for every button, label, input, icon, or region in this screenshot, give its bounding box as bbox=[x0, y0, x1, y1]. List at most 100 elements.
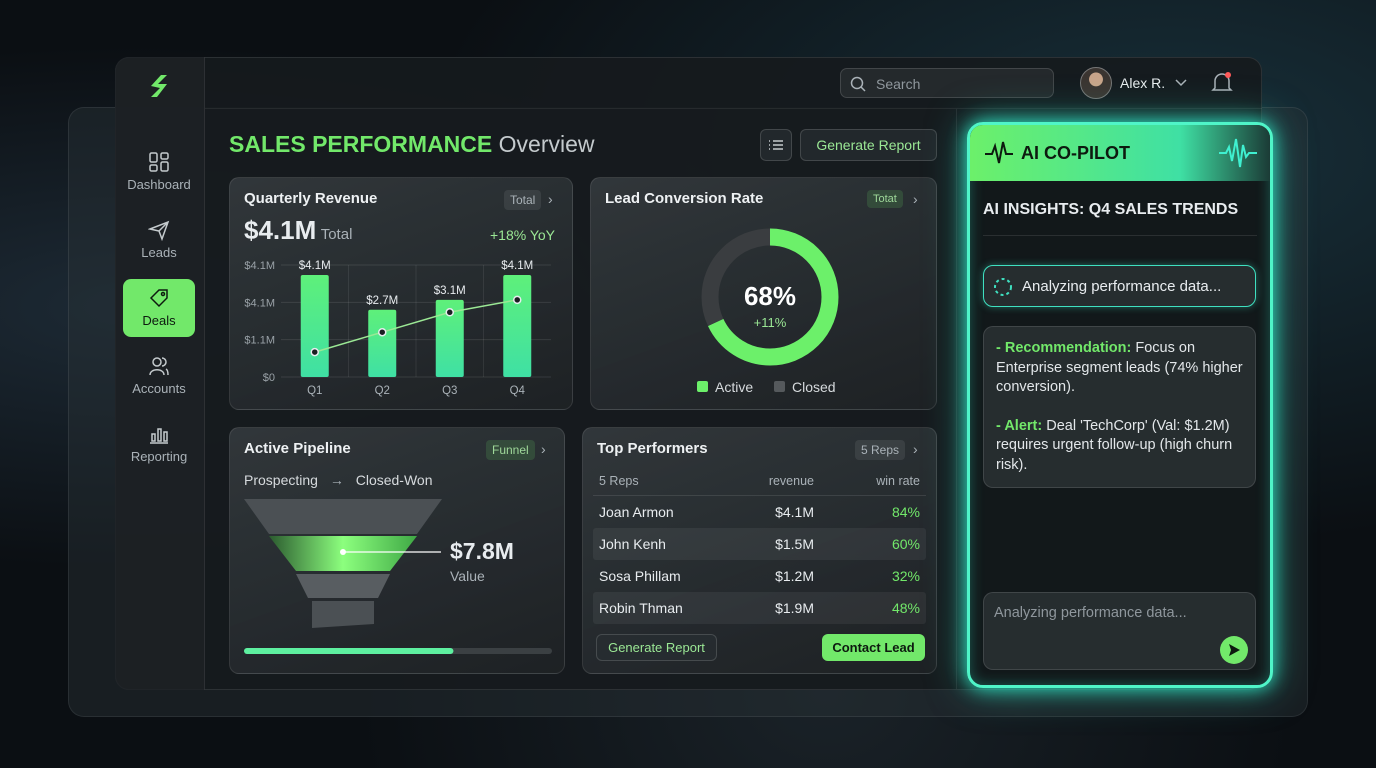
rep-name: Sosa Phillam bbox=[599, 568, 681, 584]
chat-input[interactable]: Analyzing performance data... bbox=[983, 592, 1256, 670]
contact-lead-button[interactable]: Contact Lead bbox=[822, 634, 925, 661]
column-header: 5 Reps bbox=[599, 474, 639, 488]
nav-label: Deals bbox=[142, 313, 176, 328]
legend-swatch bbox=[774, 381, 785, 392]
generate-report-button[interactable]: Generate Report bbox=[800, 129, 937, 161]
copilot-header: AI CO-PILOT bbox=[970, 125, 1270, 181]
insights-title: AI INSIGHTS: Q4 SALES TRENDS bbox=[983, 201, 1239, 218]
message-box: - Recommendation: Focus on Enterprise se… bbox=[983, 326, 1256, 488]
legend-label: Closed bbox=[792, 379, 836, 395]
pipeline-caption: Value bbox=[450, 568, 485, 584]
list-view-button[interactable] bbox=[760, 129, 792, 161]
table-row[interactable]: Robin Thman $1.9M 48% bbox=[593, 592, 926, 624]
page-title-rest: Overview bbox=[498, 131, 595, 157]
message: - Recommendation: Focus on Enterprise se… bbox=[996, 339, 1243, 398]
stage-arrow: → bbox=[329, 472, 344, 488]
message-text: Focus on Enterprise segment leads (74% h… bbox=[996, 340, 1243, 395]
trend-point bbox=[445, 308, 454, 317]
revenue-caption: Total bbox=[320, 226, 353, 243]
table-header: 5 Reps revenue win rate bbox=[593, 466, 926, 496]
column-header: revenue bbox=[768, 474, 814, 488]
message-label: - Alert: bbox=[996, 417, 1043, 434]
pipeline-stages: Prospecting → Closed-Won bbox=[244, 472, 433, 488]
rep-revenue: $1.2M bbox=[775, 568, 814, 584]
funnel bbox=[244, 499, 552, 654]
waveform-icon bbox=[1219, 138, 1257, 168]
bar bbox=[435, 299, 464, 377]
message-label: - Recommendation: bbox=[996, 340, 1132, 356]
trend-point bbox=[310, 347, 319, 357]
rep-win-rate: 84% bbox=[891, 504, 920, 520]
card-chevron[interactable]: › bbox=[913, 191, 918, 207]
x-tick-label: Q2 bbox=[375, 385, 390, 397]
separator bbox=[983, 235, 1257, 236]
revenue-value: $4.1M bbox=[244, 215, 317, 245]
x-tick-label: Q3 bbox=[442, 385, 457, 397]
x-tick-label: Q1 bbox=[307, 385, 322, 397]
trend-line bbox=[314, 299, 518, 353]
avatar[interactable] bbox=[1080, 67, 1112, 99]
card-chevron[interactable]: › bbox=[913, 441, 918, 457]
donut-center-value: 68% bbox=[744, 281, 796, 311]
nav-item[interactable]: Accounts bbox=[123, 347, 195, 405]
table-row[interactable]: John Kenh $1.5M 60% bbox=[593, 528, 926, 560]
user-name[interactable]: Alex R. bbox=[1120, 75, 1166, 91]
message: - Alert: Deal 'TechCorp' (Val: $1.2M) re… bbox=[996, 417, 1243, 476]
card-badge[interactable]: Totat bbox=[867, 190, 903, 208]
search-box[interactable]: Search bbox=[840, 68, 1054, 98]
progress-fill bbox=[244, 648, 454, 654]
card-chevron[interactable]: › bbox=[541, 441, 546, 457]
nav-label: Dashboard bbox=[127, 177, 191, 192]
donut-segment bbox=[701, 228, 839, 366]
bar-value-label: $2.7M bbox=[366, 295, 398, 307]
trend-point bbox=[378, 327, 387, 337]
sidebar bbox=[115, 57, 205, 690]
copilot-title: AI CO-PILOT bbox=[1021, 143, 1130, 163]
nav-item[interactable]: Dashboard bbox=[123, 143, 195, 201]
nav-icon bbox=[150, 428, 168, 444]
status-pill: Analyzing performance data... bbox=[983, 265, 1256, 307]
column-header: win rate bbox=[876, 474, 920, 488]
nav-icon bbox=[149, 152, 169, 172]
notification-bell[interactable] bbox=[1209, 70, 1235, 96]
card-title: Quarterly Revenue bbox=[244, 190, 378, 207]
divider bbox=[956, 109, 957, 689]
status-text: Analyzing performance data... bbox=[1022, 278, 1222, 295]
page-title-strong: SALES PERFORMANCE bbox=[229, 131, 493, 157]
bar bbox=[300, 274, 329, 377]
card-chevron[interactable]: › bbox=[548, 191, 553, 207]
performers-card: Top Performers 5 Reps › 5 Reps revenue w… bbox=[582, 427, 937, 674]
nav-label: Accounts bbox=[132, 381, 186, 396]
table-row[interactable]: Sosa Phillam $1.2M 32% bbox=[593, 560, 926, 592]
rep-name: Robin Thman bbox=[599, 600, 683, 616]
rep-win-rate: 48% bbox=[891, 600, 920, 616]
trend-point bbox=[513, 295, 522, 305]
generate-report-button[interactable]: Generate Report bbox=[596, 634, 717, 661]
nav-item[interactable]: Leads bbox=[123, 211, 195, 269]
bar-value-label: $4.1M bbox=[501, 260, 533, 272]
pointer-dot bbox=[340, 549, 346, 555]
stage-to: Closed-Won bbox=[355, 472, 433, 488]
search-icon bbox=[850, 76, 866, 92]
funnel-stage bbox=[244, 499, 442, 534]
page-title: SALES PERFORMANCE Overview bbox=[229, 131, 595, 158]
legend-label: Active bbox=[715, 379, 753, 395]
table-row[interactable]: Joan Armon $4.1M 84% bbox=[593, 496, 926, 528]
y-tick-label: $4.1M bbox=[244, 297, 275, 309]
bar-value-label: $3.1M bbox=[434, 285, 466, 297]
send-button[interactable] bbox=[1220, 636, 1248, 664]
pulse-icon bbox=[985, 141, 1013, 164]
copilot-panel: AI CO-PILOT AI INSIGHTS: Q4 SALES TRENDS… bbox=[967, 122, 1273, 688]
card-badge[interactable]: Funnel bbox=[486, 440, 535, 460]
rep-revenue: $4.1M bbox=[775, 504, 814, 520]
funnel-stage bbox=[296, 574, 390, 598]
pipeline-card: Active Pipeline Funnel › Prospecting → C… bbox=[229, 427, 565, 674]
card-title: Active Pipeline bbox=[244, 440, 351, 457]
card-badge[interactable]: 5 Reps bbox=[855, 440, 906, 460]
top-bar bbox=[205, 57, 1262, 109]
conversion-chart: 68% +11% Active Closed bbox=[697, 228, 839, 395]
nav-item[interactable]: Deals bbox=[123, 279, 195, 337]
card-badge[interactable]: Total bbox=[504, 190, 542, 210]
nav-item[interactable]: Reporting bbox=[123, 415, 195, 473]
x-tick-label: Q4 bbox=[510, 385, 526, 397]
